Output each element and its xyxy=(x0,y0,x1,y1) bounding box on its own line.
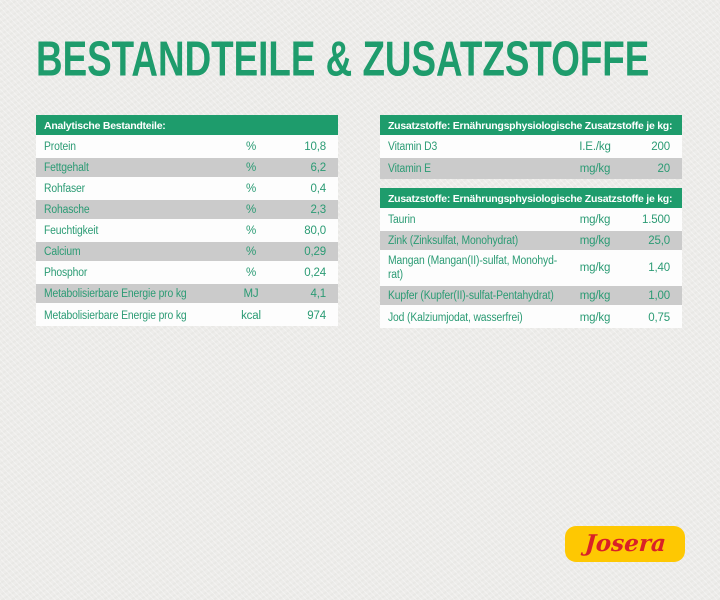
row-label: Feuchtigkeit xyxy=(44,224,99,237)
analytical-components-header: Analytische Bestandteile: xyxy=(36,115,338,137)
row-value: 1,00 xyxy=(648,289,670,302)
vitamins-additives-body: Vitamin D3 I.E./kg 200 Vitamin E mg/kg 2… xyxy=(380,137,682,179)
table-row: Protein % 10,8 xyxy=(36,137,338,158)
analytical-components-body: Protein % 10,8 Fettgehalt % 6,2 Rohfaser… xyxy=(36,137,338,326)
row-unit: mg/kg xyxy=(579,213,611,226)
row-unit: mg/kg xyxy=(579,311,611,324)
vitamins-additives-header: Zusatzstoffe: Ernährungsphysiologische Z… xyxy=(380,115,682,137)
row-label: Metabolisierbare Energie pro kg xyxy=(44,287,187,300)
row-value: 0,24 xyxy=(304,266,326,279)
row-unit: mg/kg xyxy=(579,234,611,247)
minerals-additives-header: Zusatzstoffe: Ernährungsphysiologische Z… xyxy=(380,188,682,210)
row-unit: % xyxy=(245,224,257,237)
row-label: Rohasche xyxy=(44,203,90,216)
row-label: Mangan (Mangan(II)-sulfat, Monohyd- rat) xyxy=(388,255,558,281)
row-unit: MJ xyxy=(243,287,259,300)
vitamins-additives-table: Zusatzstoffe: Ernährungsphysiologische Z… xyxy=(380,115,682,179)
analytical-components-table: Analytische Bestandteile: Protein % 10,8… xyxy=(36,115,338,326)
row-unit: kcal xyxy=(241,309,261,322)
table-row: Fettgehalt % 6,2 xyxy=(36,158,338,179)
row-value: 1,40 xyxy=(648,262,670,274)
row-value: 6,2 xyxy=(310,161,326,174)
row-unit: mg/kg xyxy=(579,162,611,175)
josera-logo: Josera xyxy=(565,526,685,562)
table-row: Rohasche % 2,3 xyxy=(36,200,338,221)
row-label: Phosphor xyxy=(44,266,88,279)
row-unit: % xyxy=(245,266,257,279)
row-unit: % xyxy=(245,182,257,195)
table-row: Kupfer (Kupfer(II)-sulfat-Pentahydrat) m… xyxy=(380,286,682,307)
row-unit: % xyxy=(245,245,257,258)
row-label: Vitamin D3 xyxy=(388,140,438,153)
row-label: Taurin xyxy=(388,213,416,226)
row-value: 4,1 xyxy=(310,287,326,300)
row-label: Rohfaser xyxy=(44,182,85,195)
row-value: 10,8 xyxy=(304,140,326,153)
row-label: Metabolisierbare Energie pro kg xyxy=(44,309,187,322)
table-row: Metabolisierbare Energie pro kg MJ 4,1 xyxy=(36,284,338,305)
row-label: Protein xyxy=(44,140,76,153)
row-label: Zink (Zinksulfat, Monohydrat) xyxy=(388,234,519,247)
row-value: 1.500 xyxy=(641,213,670,226)
row-label: Vitamin E xyxy=(388,162,431,175)
row-value: 2,3 xyxy=(310,203,326,216)
row-value: 974 xyxy=(307,309,326,322)
row-value: 80,0 xyxy=(304,224,326,237)
row-label: Jod (Kalziumjodat, wasserfrei) xyxy=(388,311,523,324)
row-label: Calcium xyxy=(44,245,81,258)
row-value: 0,29 xyxy=(304,245,326,258)
table-row: Taurin mg/kg 1.500 xyxy=(380,210,682,231)
row-label: Kupfer (Kupfer(II)-sulfat-Pentahydrat) xyxy=(388,289,554,302)
row-value: 200 xyxy=(651,140,670,153)
table-row: Calcium % 0,29 xyxy=(36,242,338,263)
row-unit: % xyxy=(245,203,257,216)
row-value: 20 xyxy=(657,162,671,175)
row-unit: I.E./kg xyxy=(579,140,611,153)
row-unit: mg/kg xyxy=(579,262,611,274)
table-row: Rohfaser % 0,4 xyxy=(36,179,338,200)
table-row: Phosphor % 0,24 xyxy=(36,263,338,284)
josera-logo-text: Josera xyxy=(583,529,667,557)
row-unit: % xyxy=(245,140,257,153)
table-row: Feuchtigkeit % 80,0 xyxy=(36,221,338,242)
table-row: Mangan (Mangan(II)-sulfat, Monohyd- rat)… xyxy=(380,252,682,286)
row-label: Fettgehalt xyxy=(44,161,89,174)
table-row: Vitamin D3 I.E./kg 200 xyxy=(380,137,682,158)
page-title: BESTANDTEILE & ZUSATZSTOFFE xyxy=(36,31,650,87)
row-unit: mg/kg xyxy=(579,289,611,302)
table-row: Jod (Kalziumjodat, wasserfrei) mg/kg 0,7… xyxy=(380,307,682,328)
row-unit: % xyxy=(245,161,257,174)
table-row: Zink (Zinksulfat, Monohydrat) mg/kg 25,0 xyxy=(380,231,682,252)
additives-column: Zusatzstoffe: Ernährungsphysiologische Z… xyxy=(380,115,682,328)
row-value: 0,75 xyxy=(648,311,670,324)
row-value: 0,4 xyxy=(310,182,326,195)
minerals-additives-body: Taurin mg/kg 1.500 Zink (Zinksulfat, Mon… xyxy=(380,210,682,328)
row-value: 25,0 xyxy=(648,234,670,247)
table-row: Vitamin E mg/kg 20 xyxy=(380,158,682,179)
table-row: Metabolisierbare Energie pro kg kcal 974 xyxy=(36,305,338,326)
minerals-additives-table: Zusatzstoffe: Ernährungsphysiologische Z… xyxy=(380,188,682,328)
